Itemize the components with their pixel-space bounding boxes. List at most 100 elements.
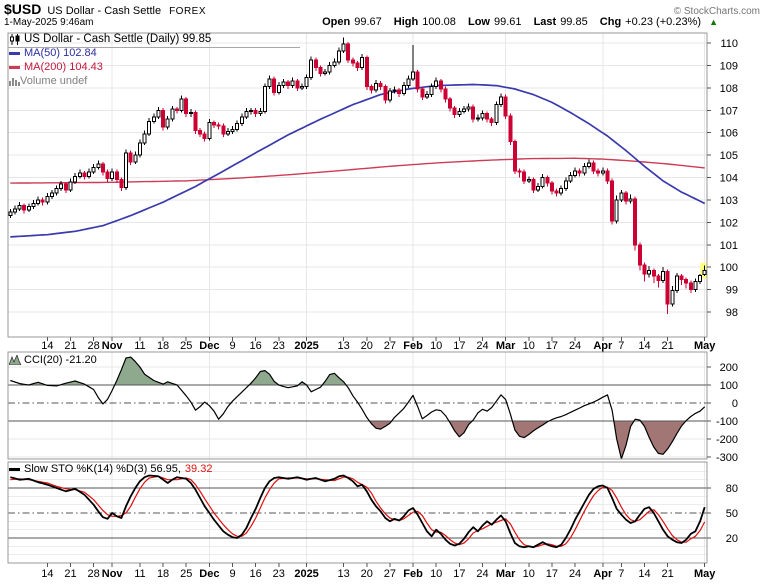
ohlc-readout: Open 99.67 High 100.08 Low 99.61 Last 99.85 … [322,16,718,28]
svg-text:106: 106 [720,128,738,140]
chart-style-icon [10,33,20,45]
svg-text:18: 18 [157,340,169,352]
sto-label: Slow STO %K(14) %D(3) 56.95, [24,463,181,475]
svg-text:24: 24 [476,568,488,580]
svg-text:2025: 2025 [294,568,318,580]
svg-text:10: 10 [523,568,535,580]
svg-text:10: 10 [523,340,535,352]
svg-text:10: 10 [430,340,442,352]
svg-text:23: 23 [273,568,285,580]
chg-value: +0.23 (+0.23%) [625,16,702,28]
svg-text:17: 17 [453,340,465,352]
svg-text:Mar: Mar [496,340,516,352]
main-price-panel[interactable] [7,32,708,338]
svg-text:0: 0 [732,398,738,410]
svg-text:25: 25 [180,340,192,352]
high-label: High [393,16,419,28]
ma200-label: MA(200) 104.43 [24,61,103,73]
svg-text:7: 7 [618,568,624,580]
svg-text:11: 11 [134,340,145,352]
svg-text:16: 16 [250,568,262,580]
svg-text:80: 80 [726,483,738,495]
svg-text:25: 25 [180,568,192,580]
svg-text:Feb: Feb [403,340,423,352]
svg-text:Nov: Nov [102,340,124,352]
svg-text:27: 27 [384,340,396,352]
sto-legend: Slow STO %K(14) %D(3) 56.95, 39.32 [9,463,212,475]
svg-text:101: 101 [720,240,738,252]
exchange-label: FOREX [169,6,207,17]
chart-datetime: 1-May-2025 9:46am [4,17,94,28]
svg-text:21: 21 [662,340,674,352]
svg-text:20: 20 [361,340,373,352]
copyright: © StockCharts.com [673,6,760,17]
cci-legend: CCI(20) -21.20 [9,354,97,366]
svg-text:16: 16 [250,340,262,352]
legend-volume-row: Volume undef [9,75,211,87]
open-value: 99.67 [354,16,382,28]
svg-text:24: 24 [476,340,488,352]
svg-text:14: 14 [41,340,53,352]
legend-ma50-row: MA(50) 102.84 [9,47,211,59]
svg-text:Feb: Feb [403,568,423,580]
svg-text:14: 14 [41,568,53,580]
svg-text:Apr: Apr [593,568,613,580]
svg-text:14: 14 [638,340,650,352]
svg-text:107: 107 [720,105,738,117]
svg-text:Nov: Nov [102,568,124,580]
svg-text:21: 21 [64,568,76,580]
svg-text:104: 104 [720,173,738,185]
svg-text:May: May [694,568,716,580]
symbol: $USD [4,1,42,17]
svg-text:24: 24 [569,340,581,352]
ma200-dash-icon [9,65,20,69]
svg-text:7: 7 [618,340,624,352]
chg-label: Chg [599,16,622,28]
instrument-name: US Dollar - Cash Settle [47,5,162,17]
svg-text:50: 50 [726,508,738,520]
price-legend: US Dollar - Cash Settle (Daily) 99.85 MA… [8,33,300,87]
svg-text:2025: 2025 [294,340,318,352]
svg-text:108: 108 [720,83,738,95]
svg-text:20: 20 [361,568,373,580]
svg-text:98: 98 [726,307,738,319]
area-chart-icon [9,355,21,365]
svg-text:28: 28 [88,340,100,352]
cci-label: CCI(20) -21.20 [24,354,97,366]
svg-text:105: 105 [720,150,738,162]
up-triangle-icon: ▲ [709,17,718,27]
svg-text:24: 24 [569,568,581,580]
chart-header: $USD US Dollar - Cash Settle FOREX © Sto… [4,1,760,17]
svg-text:9: 9 [229,340,235,352]
svg-text:-200: -200 [716,434,738,446]
svg-text:17: 17 [453,568,465,580]
legend-underline [8,47,300,48]
svg-text:21: 21 [662,568,674,580]
ma50-label: MA(50) 102.84 [24,47,97,59]
volume-bars-icon [9,77,20,86]
svg-text:-100: -100 [716,416,738,428]
svg-text:99: 99 [726,285,738,297]
low-value: 99.61 [493,16,522,28]
svg-text:200: 200 [720,362,738,374]
ma50-dash-icon [9,51,20,55]
svg-text:-300: -300 [716,452,738,464]
svg-text:23: 23 [273,340,285,352]
svg-text:Dec: Dec [199,340,219,352]
svg-text:Apr: Apr [593,340,613,352]
stochastic-panel[interactable] [7,461,708,564]
quote-row: 1-May-2025 9:46am Open 99.67 High 100.08 L… [4,16,718,28]
svg-text:18: 18 [157,568,169,580]
svg-text:20: 20 [726,533,738,545]
svg-text:May: May [694,340,716,352]
svg-text:100: 100 [720,262,738,274]
sto-dash-icon [9,467,20,471]
svg-text:110: 110 [720,38,738,50]
svg-text:13: 13 [337,340,349,352]
svg-text:Dec: Dec [199,568,219,580]
svg-text:17: 17 [546,340,558,352]
cci-panel[interactable] [7,351,708,460]
gridlines [8,33,707,563]
